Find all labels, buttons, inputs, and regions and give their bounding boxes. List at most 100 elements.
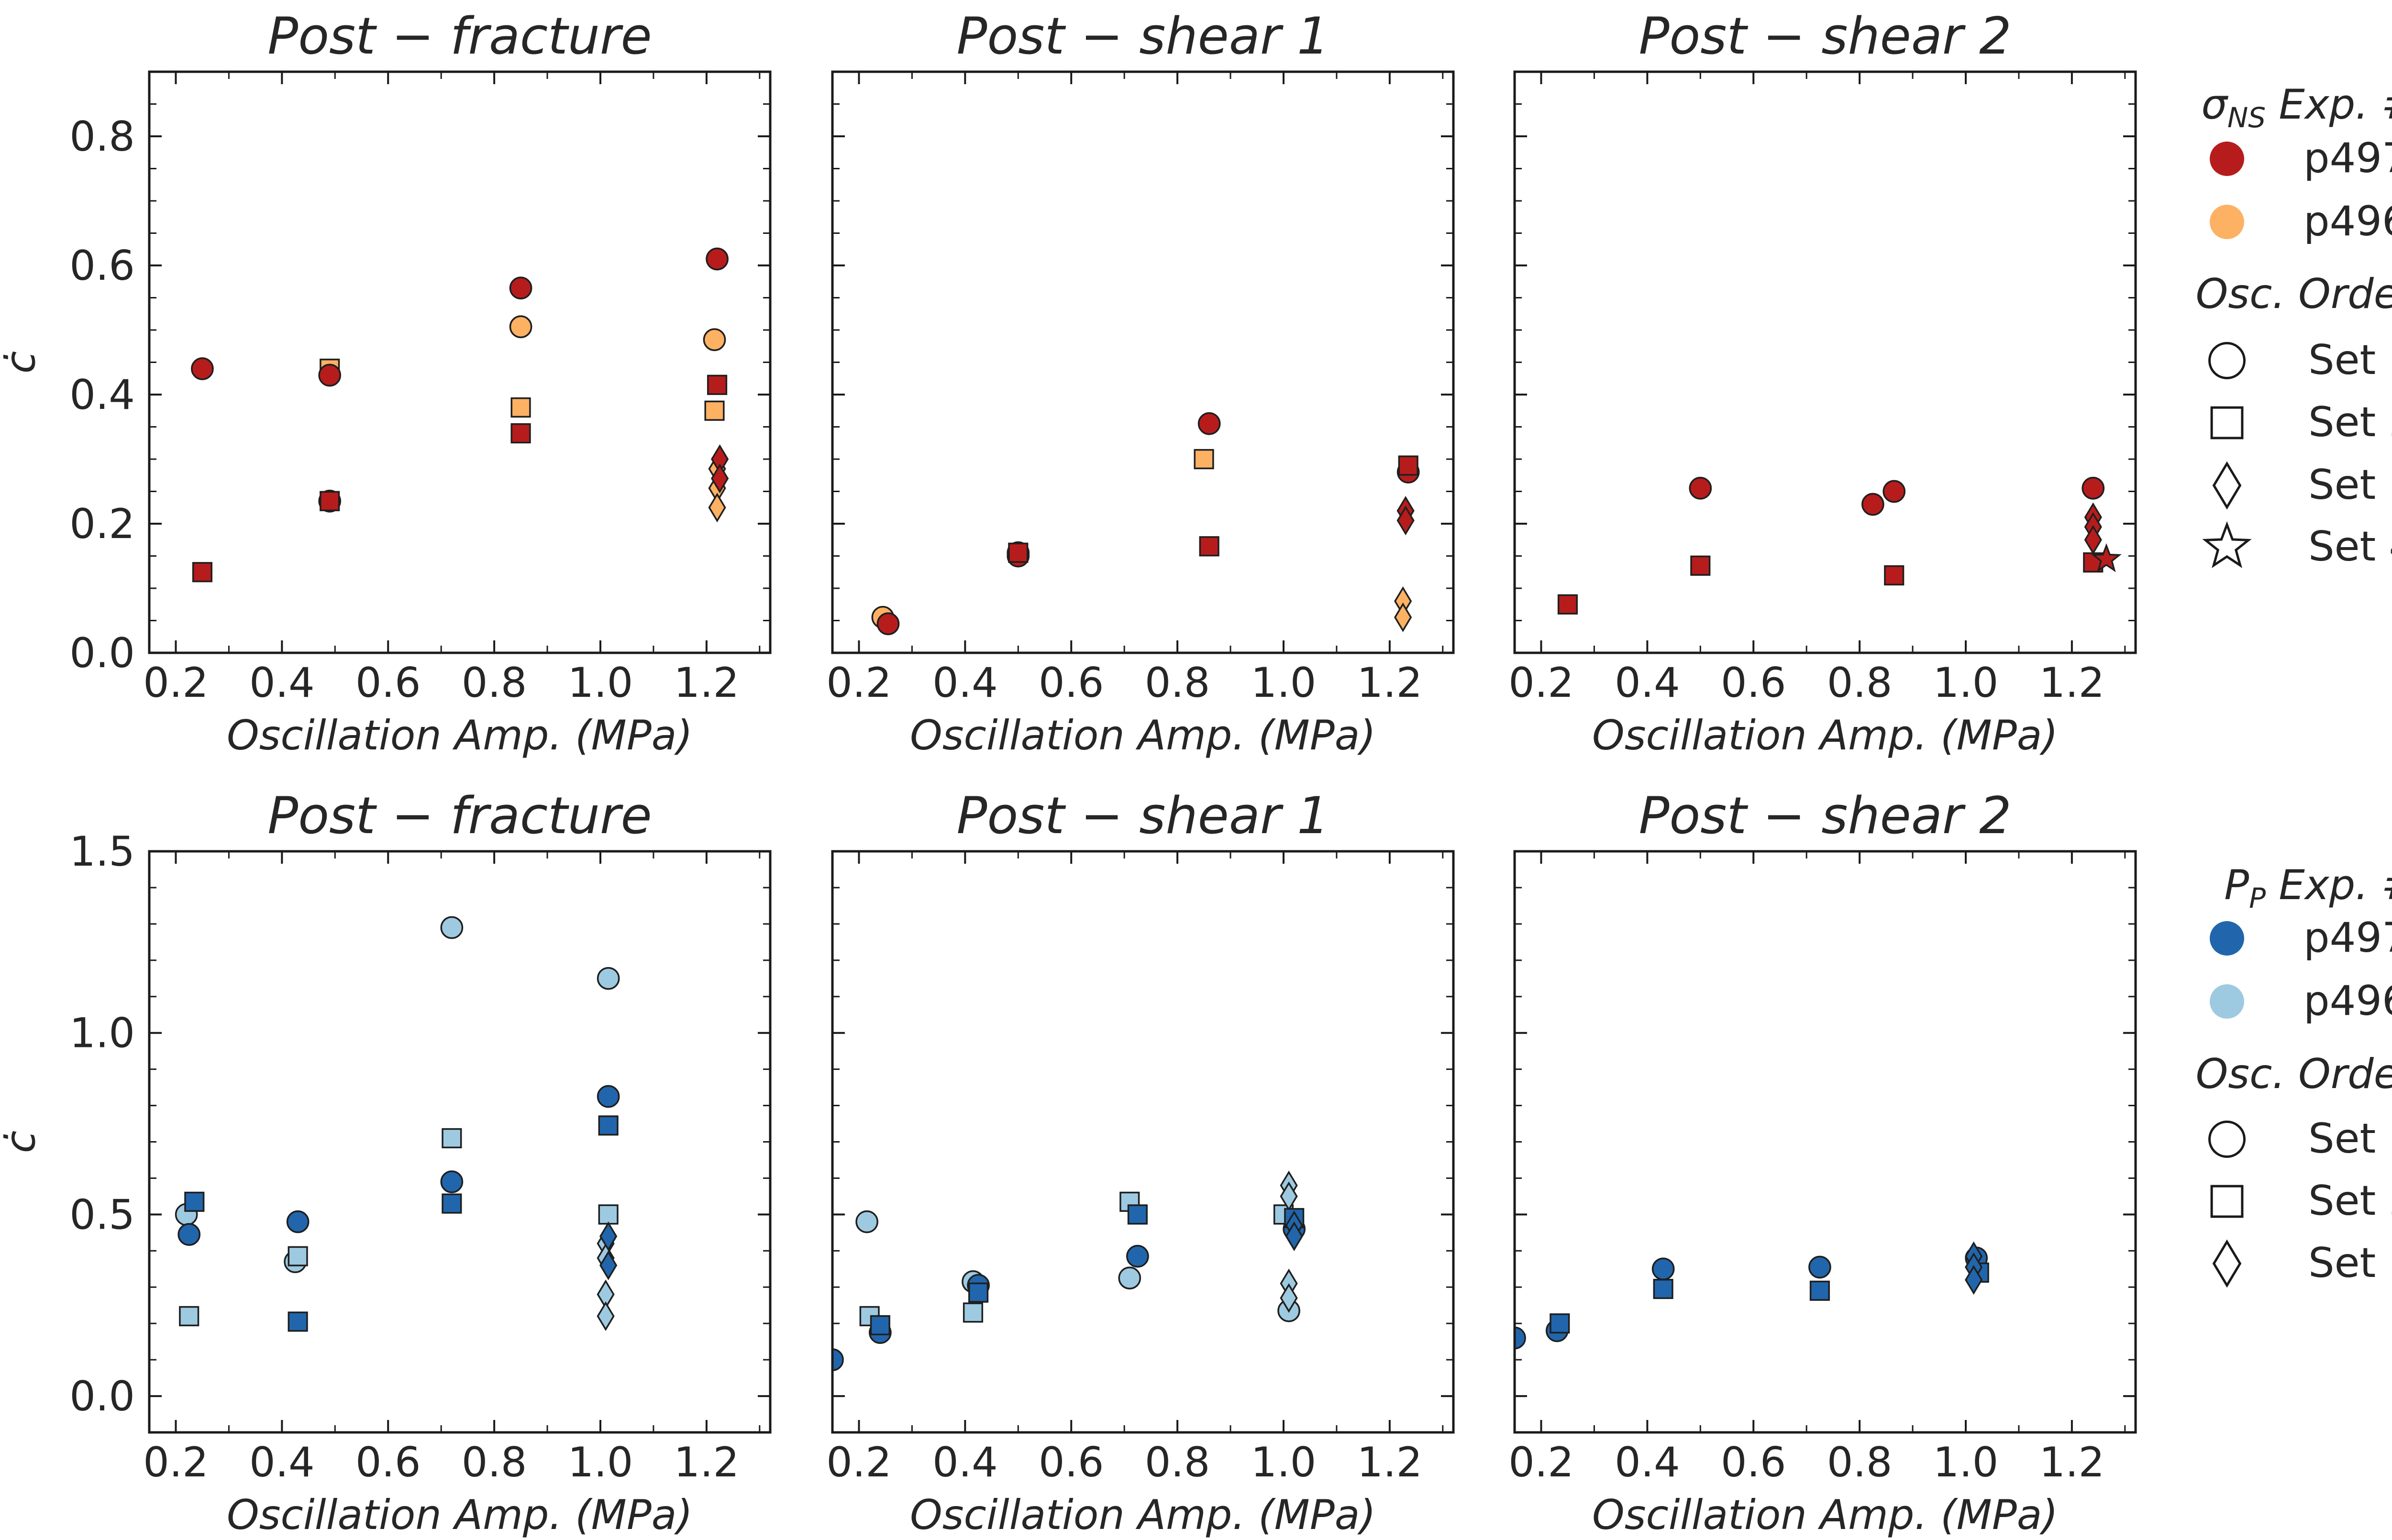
point-p4975-set1 [876,612,900,636]
point-p4975-set1 [1126,1244,1149,1268]
y-tick-label: 0.0 [69,1373,135,1420]
panel-title: Post − shear 1 [956,786,1329,845]
x-tick-label: 1.2 [2039,1439,2104,1486]
point-p4975-set2 [1809,1280,1830,1301]
axes-frame [148,70,772,654]
point-p4975-set1 [1651,1257,1675,1281]
legend-order-title: Osc. Order [2196,270,2392,318]
point-p4975-set3 [1285,1221,1303,1251]
x-tick-label: 1.0 [1933,659,1999,707]
y-tick-label: 0.4 [69,371,135,419]
point-p4975-set3 [1396,506,1415,536]
point-p4966-set2 [963,1302,984,1323]
x-tick-label: 0.8 [462,1439,527,1486]
point-p4975-set1 [1197,412,1221,435]
legend-exp-title-subscript: P [2249,882,2266,914]
point-p4975-set2 [1398,455,1418,476]
x-axis-label: Oscillation Amp. (MPa) [1592,1491,2058,1539]
x-tick-label: 1.2 [1357,659,1422,707]
point-p4975-set1 [1689,476,1712,500]
point-p4975-set1 [1861,493,1884,516]
panel-bottom-1: Post − fracture 0.2 0.4 0.6 0.8 1.0 1.2 0.0 0.5 1… [0,786,772,1539]
x-tick-label: 0.2 [826,659,892,707]
legend-exp-title: PP Exp. # [2224,861,2392,914]
panel-title: Post − fracture [267,786,652,845]
point-p4975-set1 [1515,1326,1526,1350]
legend-label: p4975 [2303,134,2392,182]
point-p4966-set2 [1194,449,1214,470]
point-p4966-set3 [708,493,726,523]
y-tick-label: 0.0 [69,629,135,677]
legend-label: Set 4 [2308,523,2392,571]
legend-label: p4966 [2303,977,2392,1025]
point-p4966-set3 [1394,602,1412,632]
point-p4975-set1 [286,1210,310,1233]
x-tick-label: 1.0 [568,659,633,707]
legend-exp-title-symbol: σ [2201,81,2228,129]
point-p4975-set1 [1808,1255,1831,1279]
x-tick-label: 0.4 [249,1439,315,1486]
point-p4975-set2 [1199,536,1219,557]
point-p4975-set2 [1127,1204,1148,1225]
point-p4975-set2 [184,1191,205,1212]
legend-diamond-icon [2212,461,2242,510]
x-axis-label: Oscillation Amp. (MPa) [910,1491,1376,1539]
point-p4975-set1 [191,357,214,380]
x-tick-label: 1.0 [1933,1439,1999,1486]
point-p4975-set2 [192,562,213,583]
panel-title: Post − shear 2 [1639,786,2011,845]
point-p4975-set1 [440,1170,464,1193]
x-tick-label: 0.6 [355,659,421,707]
x-tick-label: 0.6 [355,1439,421,1486]
x-tick-label: 0.6 [1039,659,1104,707]
legend-label: p4975 [2303,914,2392,962]
point-p4975-set4 [2091,543,2122,572]
point-p4966-set1 [597,967,620,990]
data-points [1515,1241,1989,1350]
y-tick-label: 0.2 [69,500,135,548]
point-p4966-set2 [179,1306,199,1327]
x-tick-label: 1.2 [674,1439,739,1486]
legend-star-icon [2202,521,2252,568]
point-p4975-set3 [599,1221,618,1251]
x-tick-label: 0.4 [1615,659,1680,707]
data-points [832,1170,1306,1371]
point-p4975-set1 [706,247,729,271]
panel-bottom-2: Post − shear 1 0.2 0.4 0.6 0.8 1.0 1.2 Oscillat… [826,786,1455,1539]
x-tick-label: 0.6 [1039,1439,1104,1486]
panel-top-3: Post − shear 2 0.2 0.4 0.6 0.8 1.0 1.2 Oscillat… [1508,7,2137,759]
legend-swatch [2210,142,2244,176]
legend-label: Set 2 [2308,398,2392,446]
panel-title: Post − shear 2 [1639,7,2011,66]
point-p4966-set2 [510,397,531,418]
point-p4966-set2 [598,1204,619,1225]
panel-bottom-3: Post − shear 2 0.2 0.4 0.6 0.8 1.0 1.2 Oscillat… [1508,786,2137,1539]
point-p4966-set3 [1280,1283,1298,1313]
x-tick-label: 1.0 [1251,1439,1317,1486]
legend-square-icon [2210,1185,2244,1218]
data-points [871,412,1420,636]
y-tick-label: 0.8 [69,113,135,161]
legend-exp-title: σNS Exp. # [2201,81,2392,134]
legend-label: Set 2 [2308,1177,2392,1225]
y-axis-label: ċ [0,351,44,374]
legend-exp-title-rest: Exp. # [2266,861,2392,909]
legend-exp-title-subscript: NS [2227,101,2266,134]
axes-frame [1513,70,2137,654]
y-tick-label: 1.0 [69,1010,135,1057]
x-tick-label: 0.2 [143,659,209,707]
x-tick-label: 0.8 [462,659,527,707]
point-p4975-set3 [711,463,729,494]
y-axis-label: ċ [0,1131,44,1153]
legend-swatch [2210,205,2244,239]
legend-swatch [2210,984,2244,1019]
x-tick-label: 0.2 [1508,659,1574,707]
point-p4966-set1 [1118,1266,1141,1290]
point-p4975-set2 [1557,594,1578,615]
legend-label: Set 3 [2308,461,2392,509]
x-tick-label: 0.4 [932,659,998,707]
x-tick-label: 0.2 [826,1439,892,1486]
legend-order-title: Osc. Order [2196,1050,2392,1098]
point-p4975-set2 [707,374,728,395]
